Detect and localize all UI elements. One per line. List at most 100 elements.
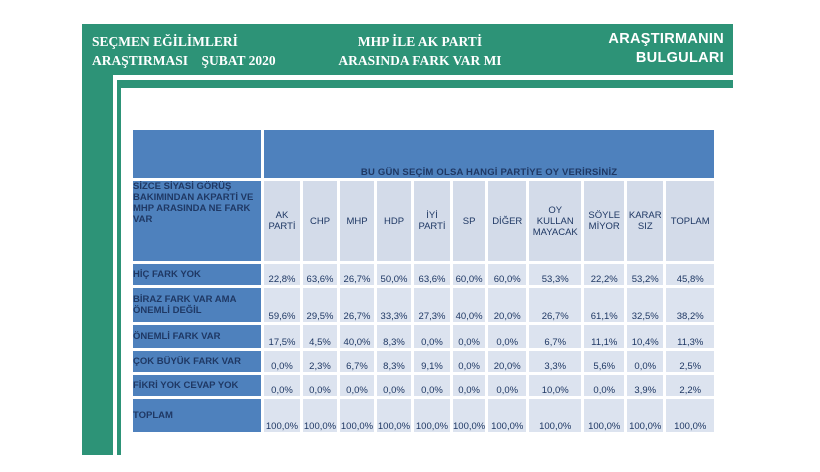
data-cell: 100,0% [377,399,411,432]
data-cell: 22,2% [584,264,625,285]
row-label: FİKRİ YOK CEVAP YOK [133,375,261,396]
data-cell: 6,7% [529,325,582,348]
data-cell: 100,0% [529,399,582,432]
col-header-diger: DİĞER [488,181,527,261]
banner-spacer-cell [133,130,261,178]
data-cell: 100,0% [584,399,625,432]
col-header-kararsiz: KARAR SIZ [627,181,664,261]
table-row: BİRAZ FARK VAR AMA ÖNEMLİ DEĞİL 59,6% 29… [133,288,715,322]
data-cell: 53,2% [627,264,664,285]
data-cell: 0,0% [584,375,625,396]
data-cell: 17,5% [264,325,300,348]
data-cell: 60,0% [453,264,486,285]
data-cell: 2,3% [303,351,337,372]
data-cell: 0,0% [264,375,300,396]
data-cell: 32,5% [627,288,664,322]
data-cell: 0,0% [414,375,450,396]
table-row: HİÇ FARK YOK 22,8% 63,6% 26,7% 50,0% 63,… [133,264,715,285]
data-cell: 61,1% [584,288,625,322]
data-cell: 10,4% [627,325,664,348]
data-cell: 38,2% [666,288,715,322]
data-cell: 53,3% [529,264,582,285]
col-header-hdp: HDP [377,181,411,261]
data-cell: 26,7% [340,288,374,322]
data-cell: 29,5% [303,288,337,322]
data-cell: 60,0% [488,264,527,285]
data-cell: 45,8% [666,264,715,285]
data-cell: 100,0% [627,399,664,432]
inner-border-top [117,80,733,88]
data-cell: 0,0% [627,351,664,372]
slide-title-center: MHP İLE AK PARTİ ARASINDA FARK VAR MI [338,34,502,68]
data-cell: 33,3% [377,288,411,322]
data-cell: 40,0% [340,325,374,348]
col-header-mhp: MHP [340,181,374,261]
row-label: TOPLAM [133,399,261,432]
data-cell: 50,0% [377,264,411,285]
data-cell: 20,0% [488,288,527,322]
row-label: HİÇ FARK YOK [133,264,261,285]
col-header-chp: CHP [303,181,337,261]
data-cell: 3,3% [529,351,582,372]
question-header-cell: SİZCE SİYASİ GÖRÜŞ BAKIMINDAN AKPARTİ VE… [133,181,261,261]
data-cell: 8,3% [377,325,411,348]
data-cell: 0,0% [303,375,337,396]
data-cell: 11,3% [666,325,715,348]
table-row: ÖNEMLİ FARK VAR 17,5% 4,5% 40,0% 8,3% 0,… [133,325,715,348]
data-cell: 0,0% [264,351,300,372]
data-cell: 100,0% [414,399,450,432]
data-cell: 0,0% [377,375,411,396]
data-cell: 0,0% [453,325,486,348]
column-header-row: SİZCE SİYASİ GÖRÜŞ BAKIMINDAN AKPARTİ VE… [133,181,715,261]
data-cell: 26,7% [529,288,582,322]
data-cell: 63,6% [303,264,337,285]
data-cell: 11,1% [584,325,625,348]
row-label: ÇOK BÜYÜK FARK VAR [133,351,261,372]
data-cell: 3,9% [627,375,664,396]
data-cell: 26,7% [340,264,374,285]
data-cell: 0,0% [414,325,450,348]
slide-title-right: ARAŞTIRMANIN BULGULARI [608,31,724,66]
data-cell: 0,0% [453,351,486,372]
data-cell: 27,3% [414,288,450,322]
data-cell: 100,0% [340,399,374,432]
survey-table: BU GÜN SEÇİM OLSA HANGİ PARTİYE OY VERİR… [130,127,717,435]
table-row-total: TOPLAM 100,0% 100,0% 100,0% 100,0% 100,0… [133,399,715,432]
data-cell: 0,0% [488,325,527,348]
row-label: ÖNEMLİ FARK VAR [133,325,261,348]
col-header-akparti: AK PARTİ [264,181,300,261]
table-row: ÇOK BÜYÜK FARK VAR 0,0% 2,3% 6,7% 8,3% 9… [133,351,715,372]
data-cell: 63,6% [414,264,450,285]
inner-border-left [117,80,121,455]
data-cell: 100,0% [488,399,527,432]
data-cell: 10,0% [529,375,582,396]
table-row: FİKRİ YOK CEVAP YOK 0,0% 0,0% 0,0% 0,0% … [133,375,715,396]
col-header-soylemiyor: SÖYLE MİYOR [584,181,625,261]
data-cell: 100,0% [264,399,300,432]
data-cell: 5,6% [584,351,625,372]
data-cell: 100,0% [666,399,715,432]
data-cell: 100,0% [303,399,337,432]
data-cell: 40,0% [453,288,486,322]
data-cell: 2,5% [666,351,715,372]
col-header-sp: SP [453,181,486,261]
data-cell: 6,7% [340,351,374,372]
data-cell: 0,0% [488,375,527,396]
answer-banner: BU GÜN SEÇİM OLSA HANGİ PARTİYE OY VERİR… [264,130,715,178]
banner-row: BU GÜN SEÇİM OLSA HANGİ PARTİYE OY VERİR… [133,130,715,178]
data-cell: 8,3% [377,351,411,372]
data-cell: 22,8% [264,264,300,285]
data-cell: 100,0% [453,399,486,432]
data-cell: 4,5% [303,325,337,348]
data-cell: 9,1% [414,351,450,372]
col-header-toplam: TOPLAM [666,181,715,261]
data-cell: 2,2% [666,375,715,396]
data-cell: 20,0% [488,351,527,372]
data-cell: 0,0% [453,375,486,396]
data-cell: 0,0% [340,375,374,396]
data-cell: 59,6% [264,288,300,322]
col-header-iyiparti: İYİ PARTİ [414,181,450,261]
slide-title-left: SEÇMEN EĞİLİMLERİ ARAŞTIRMASI ŞUBAT 2020 [92,34,276,68]
col-header-oykullanmayacak: OY KULLAN MAYACAK [529,181,582,261]
